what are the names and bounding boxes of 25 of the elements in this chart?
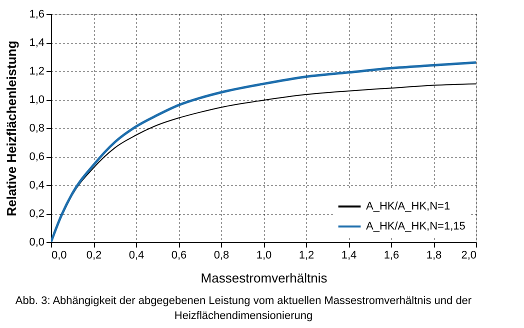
y-tick-label: 0,0 xyxy=(29,236,44,248)
y-tick-label: 1,0 xyxy=(29,94,44,106)
x-tick-label: 1,2 xyxy=(298,250,314,262)
y-tick-label: 0,2 xyxy=(29,208,44,220)
x-tick-label: 2,0 xyxy=(461,250,476,262)
y-tick-label: 1,2 xyxy=(29,66,44,78)
x-tick-label: 0,8 xyxy=(214,250,230,262)
legend-label: A_HK/A_HK,N=1,15 xyxy=(366,220,466,232)
x-tick-label: 1,6 xyxy=(384,250,400,262)
x-axis-title: Massestromverhältnis xyxy=(200,270,328,286)
x-tick-label: 0,6 xyxy=(171,250,187,262)
y-tick-label: 0,8 xyxy=(29,122,44,134)
x-tick-label: 1,4 xyxy=(341,250,357,262)
y-axis-title: Relative Heizflächenleistung xyxy=(4,40,20,216)
x-tick-label: 0,4 xyxy=(128,250,144,262)
x-tick-label: 1,8 xyxy=(426,250,442,262)
legend-label: A_HK/A_HK,N=1 xyxy=(366,200,450,212)
x-tick-label: 0,2 xyxy=(86,250,102,262)
y-tick-label: 1,6 xyxy=(29,8,44,20)
y-tick-label: 1,4 xyxy=(29,37,44,49)
caption: Abb. 3: Abhängigkeit der abgegebenen Leistung vom aktuellen Massestromverhältnis und der Heizflächendimensionierung xyxy=(15,295,472,322)
x-tick-label: 0,0 xyxy=(52,250,67,262)
y-tick-label: 0,6 xyxy=(29,151,44,163)
y-tick-label: 0,4 xyxy=(29,180,44,192)
x-tick-label: 1,0 xyxy=(256,250,272,262)
